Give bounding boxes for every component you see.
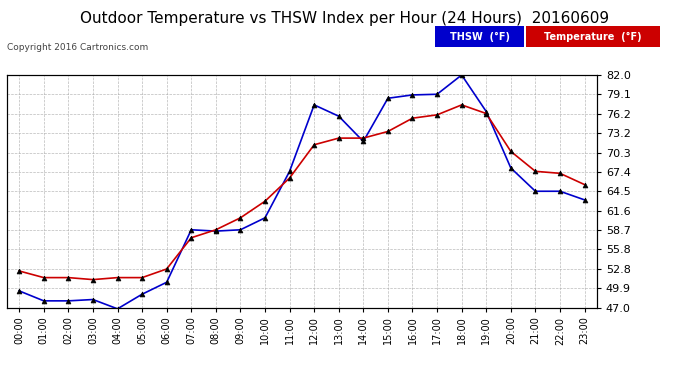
Text: Copyright 2016 Cartronics.com: Copyright 2016 Cartronics.com	[7, 43, 148, 52]
Text: Outdoor Temperature vs THSW Index per Hour (24 Hours)  20160609: Outdoor Temperature vs THSW Index per Ho…	[81, 11, 609, 26]
Text: Temperature  (°F): Temperature (°F)	[544, 32, 642, 42]
Text: THSW  (°F): THSW (°F)	[450, 32, 509, 42]
